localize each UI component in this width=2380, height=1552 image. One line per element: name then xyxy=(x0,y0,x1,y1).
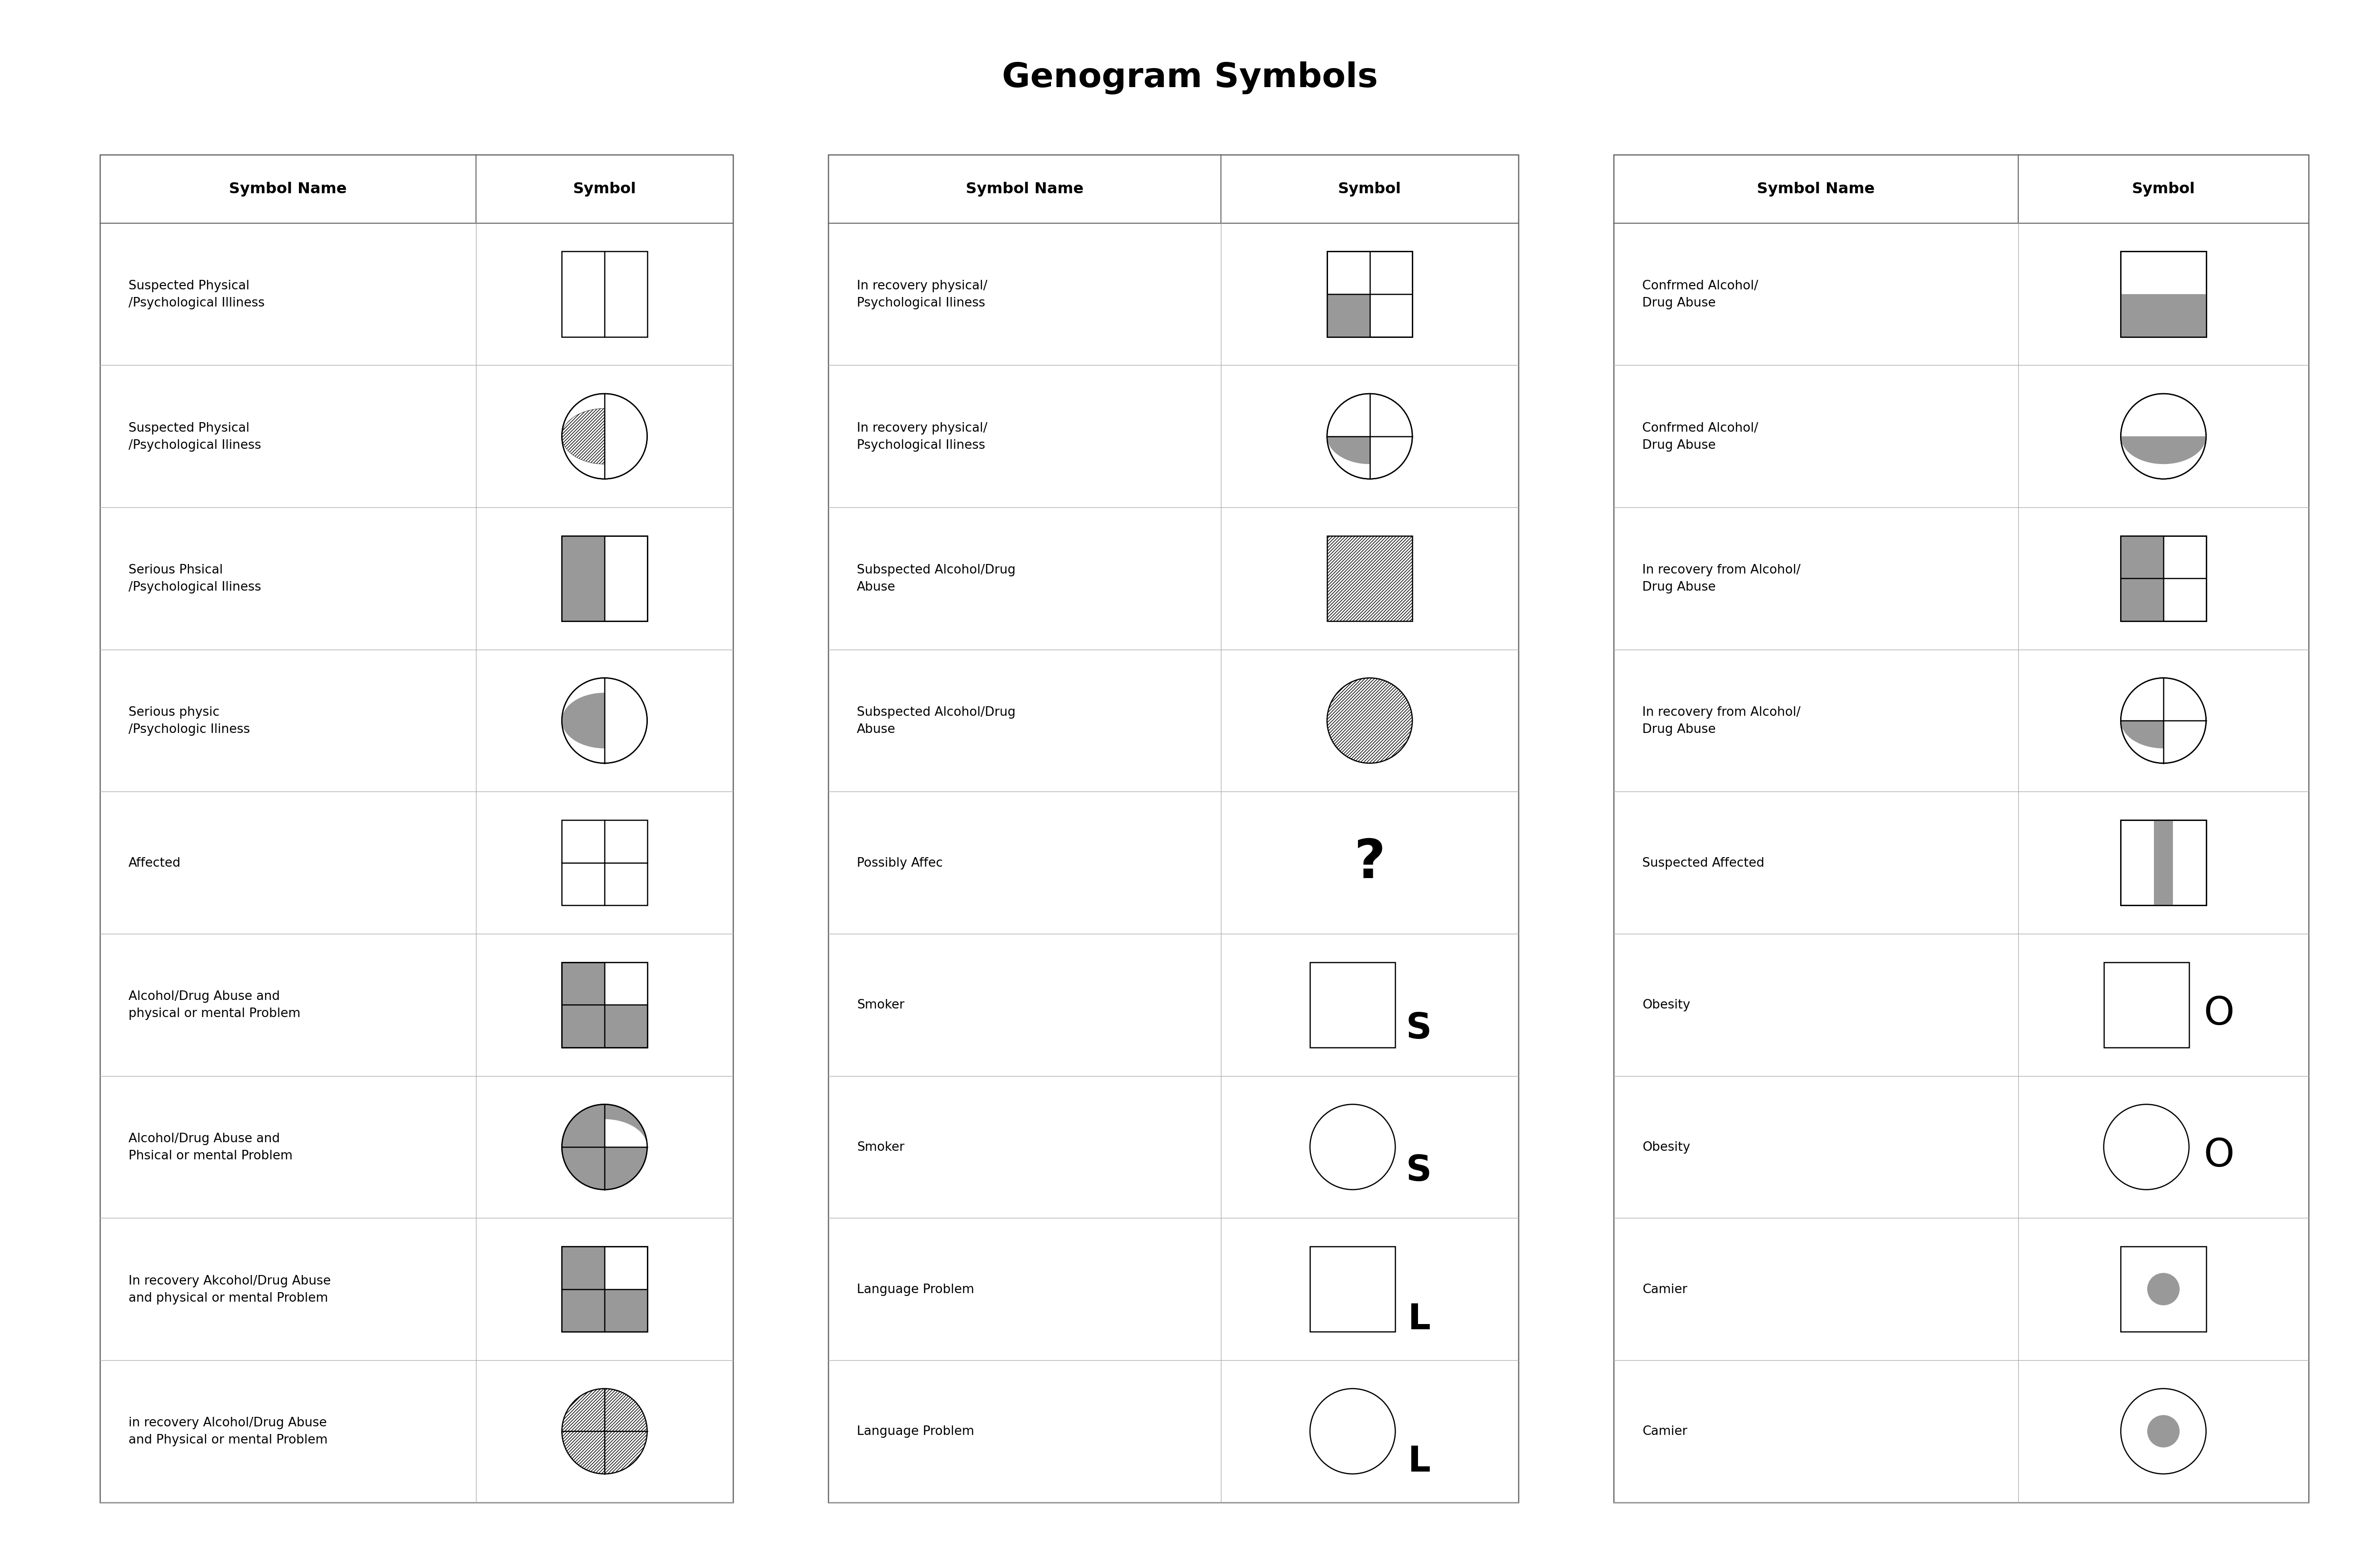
Ellipse shape xyxy=(2121,1389,2206,1474)
Text: Suspected Physical
/Psychological Illiness: Suspected Physical /Psychological Illine… xyxy=(129,279,264,309)
Ellipse shape xyxy=(1328,394,1411,480)
Bar xyxy=(605,1290,647,1332)
Bar xyxy=(2121,821,2206,905)
Wedge shape xyxy=(605,1119,647,1147)
Bar xyxy=(1309,1246,1395,1332)
Ellipse shape xyxy=(2121,678,2206,764)
Bar xyxy=(562,962,647,1048)
Text: O: O xyxy=(2204,1136,2235,1175)
Text: Genogram Symbols: Genogram Symbols xyxy=(1002,61,1378,95)
Text: In recovery Akcohol/Drug Abuse
and physical or mental Problem: In recovery Akcohol/Drug Abuse and physi… xyxy=(129,1274,331,1304)
Bar xyxy=(100,155,733,1502)
Text: Subspected Alcohol/Drug
Abuse: Subspected Alcohol/Drug Abuse xyxy=(857,706,1016,736)
Text: Confrmed Alcohol/
Drug Abuse: Confrmed Alcohol/ Drug Abuse xyxy=(1642,422,1759,452)
Text: Symbol: Symbol xyxy=(1338,182,1402,197)
Bar xyxy=(562,1246,647,1332)
Text: Obesity: Obesity xyxy=(1642,999,1690,1012)
Wedge shape xyxy=(1328,436,1371,464)
Bar xyxy=(605,962,647,1006)
Ellipse shape xyxy=(2147,1273,2180,1305)
Text: In recovery physical/
Psychological Iliness: In recovery physical/ Psychological Ilin… xyxy=(857,279,988,309)
Text: Confrmed Alcohol/
Drug Abuse: Confrmed Alcohol/ Drug Abuse xyxy=(1642,279,1759,309)
Text: Symbol: Symbol xyxy=(574,182,635,197)
Bar xyxy=(2121,535,2163,621)
Ellipse shape xyxy=(562,678,647,764)
Text: S: S xyxy=(1407,1153,1433,1187)
Bar xyxy=(1309,962,1395,1048)
Bar xyxy=(562,251,605,337)
Text: Serious Phsical
/Psychological Iliness: Serious Phsical /Psychological Iliness xyxy=(129,563,262,593)
Ellipse shape xyxy=(2104,1105,2190,1190)
Text: In recovery physical/
Psychological Iliness: In recovery physical/ Psychological Ilin… xyxy=(857,422,988,452)
Bar xyxy=(2154,821,2173,905)
Ellipse shape xyxy=(1309,1105,1395,1190)
Text: Language Problem: Language Problem xyxy=(857,1425,973,1437)
Bar xyxy=(2121,1246,2206,1332)
Text: Alcohol/Drug Abuse and
physical or mental Problem: Alcohol/Drug Abuse and physical or menta… xyxy=(129,990,300,1020)
Text: Alcohol/Drug Abuse and
Phsical or mental Problem: Alcohol/Drug Abuse and Phsical or mental… xyxy=(129,1133,293,1162)
Text: Serious physic
/Psychologic Iliness: Serious physic /Psychologic Iliness xyxy=(129,706,250,736)
Bar xyxy=(562,535,647,621)
Text: L: L xyxy=(1407,1302,1430,1336)
Bar xyxy=(562,535,605,621)
Text: Affected: Affected xyxy=(129,857,181,869)
Text: Suspected Physical
/Psychological Iliness: Suspected Physical /Psychological Ilines… xyxy=(129,422,262,452)
Bar xyxy=(1328,295,1371,337)
Text: Smoker: Smoker xyxy=(857,999,904,1012)
Text: Suspected Affected: Suspected Affected xyxy=(1642,857,1764,869)
Bar xyxy=(2121,251,2206,337)
Text: Symbol Name: Symbol Name xyxy=(966,182,1083,197)
Bar xyxy=(562,1246,647,1332)
Text: L: L xyxy=(1407,1443,1430,1479)
Text: ?: ? xyxy=(1354,837,1385,889)
Text: Possibly Affec: Possibly Affec xyxy=(857,857,942,869)
Wedge shape xyxy=(562,694,605,748)
Bar xyxy=(2121,295,2206,337)
Bar xyxy=(1328,251,1411,337)
Ellipse shape xyxy=(562,1105,647,1190)
Ellipse shape xyxy=(1309,1389,1395,1474)
Text: In recovery from Alcohol/
Drug Abuse: In recovery from Alcohol/ Drug Abuse xyxy=(1642,563,1802,593)
Text: In recovery from Alcohol/
Drug Abuse: In recovery from Alcohol/ Drug Abuse xyxy=(1642,706,1802,736)
Ellipse shape xyxy=(562,394,647,480)
Bar xyxy=(2121,251,2206,337)
Bar xyxy=(562,251,647,337)
Text: Subspected Alcohol/Drug
Abuse: Subspected Alcohol/Drug Abuse xyxy=(857,563,1016,593)
Bar xyxy=(2121,535,2206,621)
Bar xyxy=(562,962,647,1048)
Bar xyxy=(1328,251,1411,337)
Text: Smoker: Smoker xyxy=(857,1141,904,1153)
Wedge shape xyxy=(2121,720,2163,748)
Text: S: S xyxy=(1407,1010,1433,1046)
Ellipse shape xyxy=(2121,394,2206,480)
Text: Symbol: Symbol xyxy=(2132,182,2194,197)
Text: Camier: Camier xyxy=(1642,1425,1687,1437)
Text: Symbol Name: Symbol Name xyxy=(1756,182,1875,197)
Bar xyxy=(2121,535,2206,621)
Ellipse shape xyxy=(2147,1415,2180,1448)
Bar xyxy=(2104,962,2190,1048)
Text: Language Problem: Language Problem xyxy=(857,1284,973,1296)
Wedge shape xyxy=(2121,436,2206,464)
Bar xyxy=(1614,155,2309,1502)
Text: O: O xyxy=(2204,995,2235,1032)
Bar xyxy=(562,535,647,621)
Text: Camier: Camier xyxy=(1642,1284,1687,1296)
Text: Symbol Name: Symbol Name xyxy=(228,182,347,197)
Text: Obesity: Obesity xyxy=(1642,1141,1690,1153)
Bar xyxy=(828,155,1518,1502)
Text: in recovery Alcohol/Drug Abuse
and Physical or mental Problem: in recovery Alcohol/Drug Abuse and Physi… xyxy=(129,1417,328,1446)
Bar xyxy=(2121,821,2206,905)
Bar xyxy=(562,821,647,905)
Bar xyxy=(1328,535,1411,621)
Bar xyxy=(562,1246,605,1332)
